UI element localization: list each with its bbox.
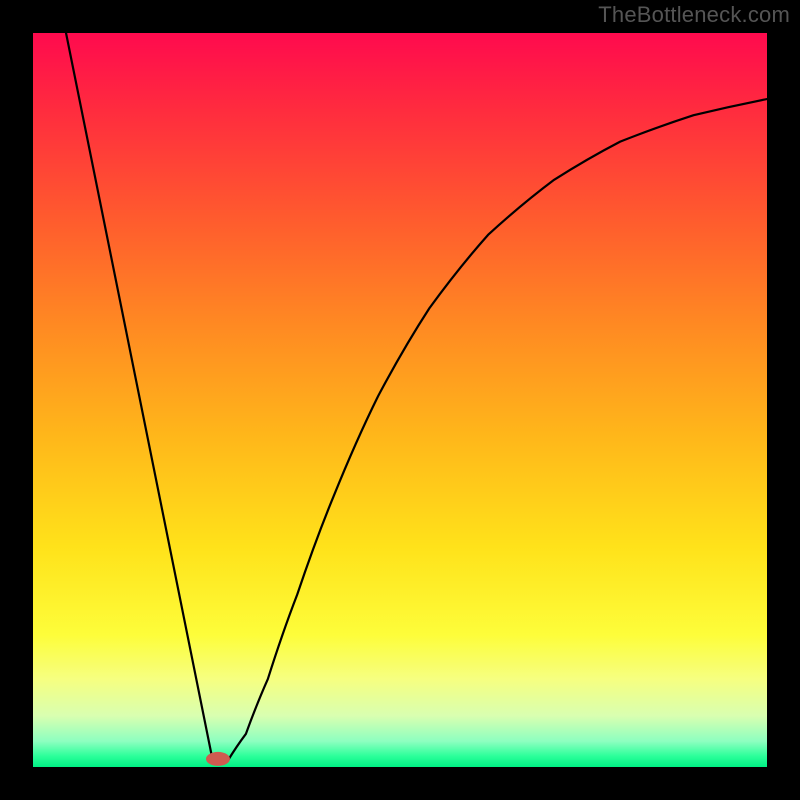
- chart-container: TheBottleneck.com: [0, 0, 800, 800]
- bottleneck-chart: [0, 0, 800, 800]
- optimal-point-marker: [206, 752, 230, 766]
- watermark-text: TheBottleneck.com: [598, 2, 790, 28]
- plot-area: [33, 33, 767, 767]
